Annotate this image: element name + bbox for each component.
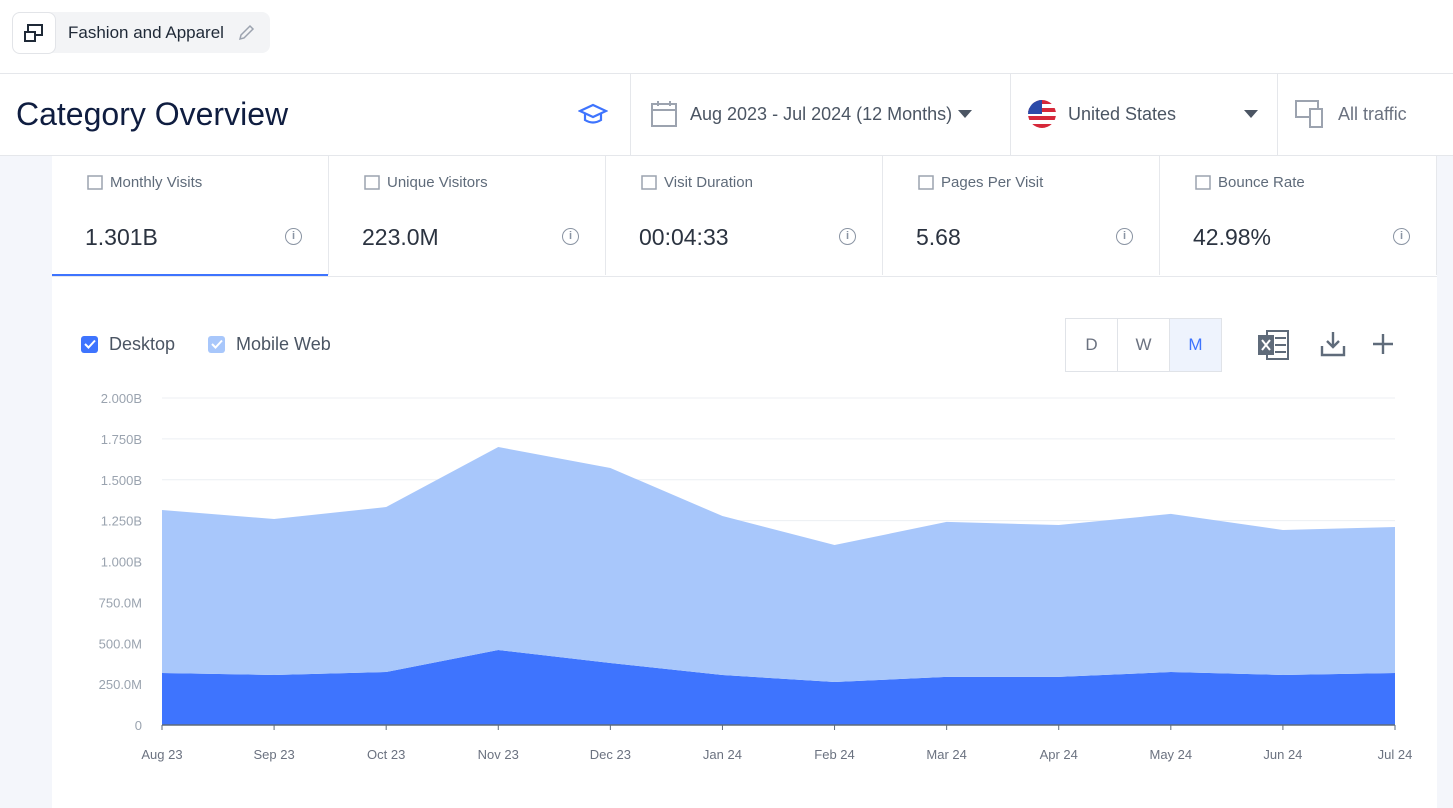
divider: [0, 73, 1453, 74]
add-icon[interactable]: [1372, 333, 1394, 355]
metric-card[interactable]: Bounce Rate 42.98% i: [1160, 156, 1437, 275]
divider: [0, 155, 1453, 156]
x-tick-label: Oct 23: [367, 747, 405, 762]
chart: 0 250.0M 500.0M 750.0M 1.000B 1.250B 1.500B 1.7…: [99, 391, 1413, 762]
granularity-button[interactable]: M: [1170, 319, 1222, 371]
active-underline: [52, 274, 328, 276]
y-tick-label: 0: [135, 718, 142, 733]
y-tick-label: 1.500B: [101, 473, 142, 488]
y-tick-label: 1.750B: [101, 432, 142, 447]
metric-icon: [364, 175, 380, 190]
granularity-button[interactable]: D: [1066, 319, 1118, 371]
legend-checkbox: [81, 335, 98, 353]
edit-icon[interactable]: [236, 23, 256, 43]
date-range: Aug 2023 - Jul 2024 (12 Months): [690, 103, 953, 124]
metric-label: Visit Duration: [664, 173, 753, 191]
metric-value: 00:04:33: [639, 224, 729, 250]
category-chip[interactable]: Fashion and Apparel: [12, 11, 270, 54]
category-icon: [12, 11, 56, 54]
metric-card[interactable]: Unique Visitors 223.0M i: [329, 156, 606, 275]
metric-label: Monthly Visits: [110, 173, 203, 191]
country-picker[interactable]: United States: [1027, 98, 1262, 130]
info-icon[interactable]: i: [562, 228, 579, 245]
legend-item[interactable]: Desktop: [81, 332, 175, 356]
metric-card[interactable]: Monthly Visits 1.301B i: [52, 156, 329, 276]
y-tick-label: 750.0M: [99, 595, 142, 610]
metric-value: 223.0M: [362, 224, 439, 250]
traffic: All traffic: [1338, 103, 1407, 124]
legend-item[interactable]: Mobile Web: [208, 332, 331, 356]
separator: [630, 74, 631, 155]
x-tick-label: Apr 24: [1040, 747, 1078, 762]
learn-icon[interactable]: [578, 103, 608, 125]
x-tick-label: Jun 24: [1263, 747, 1302, 762]
metric-icon: [641, 175, 657, 190]
metric-label: Bounce Rate: [1218, 173, 1305, 191]
metric-label-box: Monthly Visits: [86, 173, 202, 191]
y-tick-label: 250.0M: [99, 677, 142, 692]
metrics-row: Monthly Visits 1.301B i Unique Visitors 223.…: [52, 156, 1437, 277]
metric-icon: [1195, 175, 1211, 190]
metric-icon: [918, 175, 934, 190]
info-icon[interactable]: i: [285, 228, 302, 245]
info-icon[interactable]: i: [1393, 228, 1410, 245]
metric-label-box: Pages Per Visit: [917, 173, 1043, 191]
area: [162, 649, 1395, 725]
y-tick-label: 1.250B: [101, 514, 142, 529]
y-tick-label: 1.000B: [101, 555, 142, 570]
granularity-button[interactable]: W: [1118, 319, 1170, 371]
side-bg: [0, 156, 52, 808]
x-tick-label: Nov 23: [478, 747, 519, 762]
x-tick-label: May 24: [1149, 747, 1192, 762]
x-tick-label: Aug 23: [141, 747, 182, 762]
separator: [1010, 74, 1011, 155]
x-tick-label: Jul 24: [1378, 747, 1413, 762]
date-picker[interactable]: Aug 2023 - Jul 2024 (12 Months): [650, 98, 973, 130]
y-tick-label: 500.0M: [99, 636, 142, 651]
legend-checkbox: [208, 335, 225, 353]
area: [162, 447, 1395, 682]
traffic-picker[interactable]: All traffic: [1294, 98, 1407, 130]
metric-value: 42.98%: [1193, 224, 1272, 250]
page-title: Category Overview: [16, 95, 289, 132]
metric-card[interactable]: Pages Per Visit 5.68 i: [883, 156, 1160, 275]
metric-card[interactable]: Visit Duration 00:04:33 i: [606, 156, 883, 275]
metric-label-box: Visit Duration: [640, 173, 753, 191]
download-icon[interactable]: [1320, 330, 1346, 358]
category-label: Fashion and Apparel: [68, 22, 224, 42]
x-tick-label: Feb 24: [814, 747, 854, 762]
metric-label-box: Unique Visitors: [363, 173, 488, 191]
metric-value: 5.68: [916, 224, 961, 250]
x-tick-label: Sep 23: [253, 747, 294, 762]
x-tick-label: Mar 24: [926, 747, 966, 762]
info-icon[interactable]: i: [839, 228, 856, 245]
metric-value: 1.301B: [85, 224, 158, 250]
legend-label: Desktop: [109, 333, 176, 354]
x-tick-label: Jan 24: [703, 747, 742, 762]
separator: [1277, 74, 1278, 155]
metric-icon: [87, 175, 103, 190]
metric-label-box: Bounce Rate: [1194, 173, 1305, 191]
x-tick-label: Dec 23: [590, 747, 631, 762]
country: United States: [1068, 103, 1177, 124]
metric-label: Unique Visitors: [387, 173, 488, 191]
legend-label: Mobile Web: [236, 333, 331, 354]
metric-label: Pages Per Visit: [941, 173, 1044, 191]
side-bg: [1437, 156, 1453, 808]
y-tick-label: 2.000B: [101, 391, 142, 406]
info-icon[interactable]: i: [1116, 228, 1133, 245]
excel-icon[interactable]: [1257, 330, 1289, 360]
